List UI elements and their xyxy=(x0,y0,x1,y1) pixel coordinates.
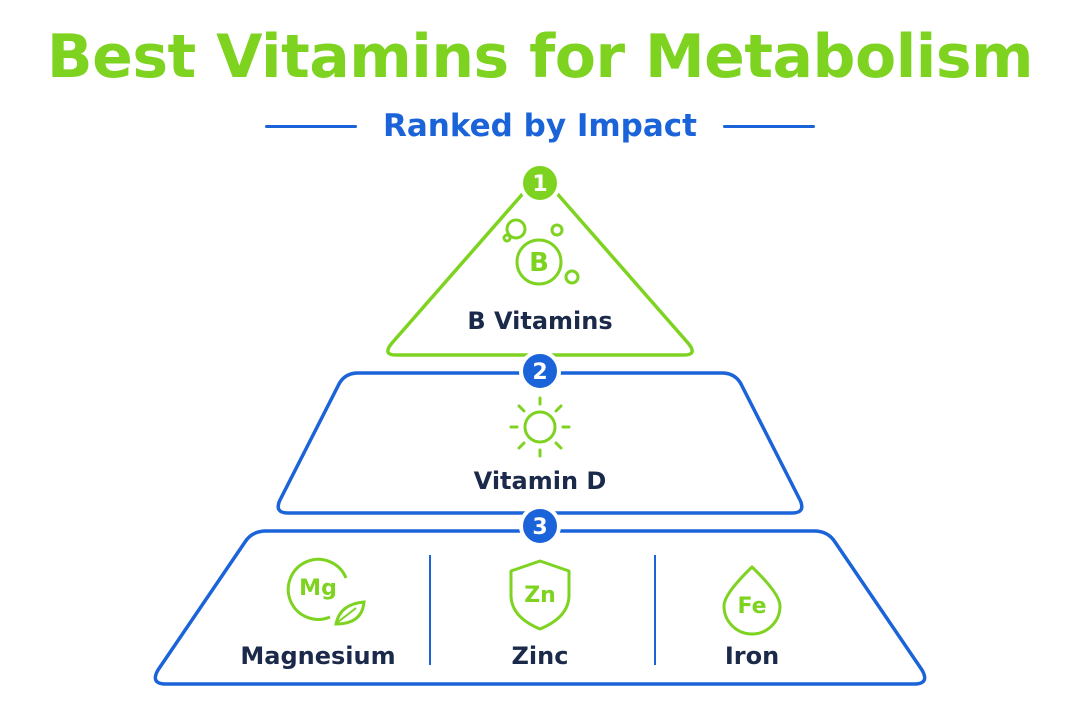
sun-icon xyxy=(509,396,571,458)
tier-3-label-iron: Iron xyxy=(725,642,779,670)
tier-2-outline xyxy=(276,371,804,515)
tier-3-outline xyxy=(153,529,927,686)
magnesium-glyph: Mg xyxy=(299,576,337,601)
subtitle-row: Ranked by Impact xyxy=(0,104,1080,148)
rank-3-number: 3 xyxy=(532,515,547,540)
tier-2-label: Vitamin D xyxy=(474,467,607,495)
subtitle-rule-left xyxy=(265,124,357,128)
iron-glyph: Fe xyxy=(737,594,766,619)
magnesium-leaf-icon: Mg xyxy=(286,557,366,626)
rank-2-number: 2 xyxy=(532,360,547,385)
b-vitamin-bubbles-icon: B xyxy=(502,218,580,286)
subtitle: Ranked by Impact xyxy=(383,108,697,144)
rank-1-number: 1 xyxy=(532,172,547,197)
tier-3: 3 Mg Magnesium Zn Zinc Fe Iron xyxy=(153,505,927,686)
rank-badge-2: 2 xyxy=(519,350,561,392)
zinc-glyph: Zn xyxy=(524,583,556,608)
tier-1-label: B Vitamins xyxy=(467,307,612,335)
iron-drop-icon: Fe xyxy=(722,565,782,636)
b-vitamin-glyph: B xyxy=(529,248,549,278)
rank-badge-3: 3 xyxy=(519,505,561,547)
tier-3-label-magnesium: Magnesium xyxy=(240,642,395,670)
tier-3-label-zinc: Zinc xyxy=(512,642,569,670)
rank-badge-1: 1 xyxy=(519,162,561,204)
subtitle-rule-right xyxy=(722,124,815,128)
zinc-shield-icon: Zn xyxy=(509,559,571,631)
tier-1: 1 B B Vitamins xyxy=(386,162,694,357)
tier-2: 2 Vitamin D xyxy=(276,350,804,515)
page-title: Best Vitamins for Metabolism xyxy=(46,22,1034,92)
